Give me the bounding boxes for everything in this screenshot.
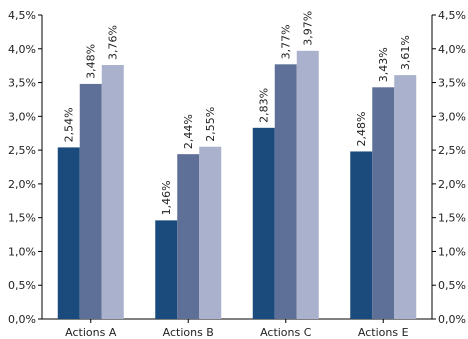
bar (79, 83, 102, 319)
bar-data-label: 3,76% (107, 25, 120, 60)
bar-data-label: 3,77% (280, 24, 293, 59)
bar (57, 147, 80, 319)
right-y-tick-label: 2,0% (438, 178, 466, 191)
right-y-tick-label: 4,5% (438, 9, 466, 22)
right-y-tick-label: 1,5% (438, 212, 466, 225)
bar (274, 64, 297, 319)
bar-data-label: 3,97% (302, 11, 315, 46)
left-y-tick-label: 4,0% (8, 43, 36, 56)
bar-data-label: 2,48% (355, 112, 368, 147)
right-y-tick-label: 3,5% (438, 77, 466, 90)
bar-data-label: 2,55% (204, 107, 217, 142)
x-category-label: Actions A (65, 326, 117, 339)
bar-data-label: 2,83% (258, 88, 271, 123)
bar (155, 220, 178, 319)
bar (394, 75, 417, 319)
left-y-tick-label: 4,5% (8, 9, 36, 22)
bar-data-label: 2,54% (63, 107, 76, 142)
bar (199, 146, 222, 319)
right-y-tick-label: 0,5% (438, 279, 466, 292)
bar-data-label: 3,43% (377, 47, 390, 82)
bar-data-label: 3,48% (85, 44, 98, 79)
left-y-tick-label: 0,5% (8, 279, 36, 292)
bar (177, 154, 200, 319)
x-category-label: Actions B (163, 326, 214, 339)
left-y-tick-label: 3,0% (8, 110, 36, 123)
left-y-tick-label: 3,5% (8, 77, 36, 90)
bar (372, 87, 395, 319)
right-y-tick-label: 0,0% (438, 313, 466, 326)
bar (252, 127, 275, 319)
right-y-tick-label: 2,5% (438, 144, 466, 157)
right-y-tick-label: 1,0% (438, 245, 466, 258)
left-y-tick-label: 2,0% (8, 178, 36, 191)
left-y-tick-label: 1,5% (8, 212, 36, 225)
x-category-label: Actions C (260, 326, 312, 339)
right-y-tick-label: 4,0% (438, 43, 466, 56)
bar-data-label: 2,44% (182, 114, 195, 149)
bar (296, 50, 319, 319)
left-y-tick-label: 0,0% (8, 313, 36, 326)
bar (101, 64, 124, 319)
bar-data-label: 3,61% (399, 35, 412, 70)
left-y-tick-label: 2,5% (8, 144, 36, 157)
plot-area: 0,0% 0,0% 0,5% 0,5% 1,0% 1,0% 1,5% 1,5% 2,0% 2,0%… (8, 9, 466, 339)
left-y-tick-label: 1,0% (8, 245, 36, 258)
bar-data-label: 1,46% (160, 180, 173, 215)
right-y-tick-label: 3,0% (438, 110, 466, 123)
bar (350, 151, 373, 319)
x-category-label: Actions E (358, 326, 409, 339)
